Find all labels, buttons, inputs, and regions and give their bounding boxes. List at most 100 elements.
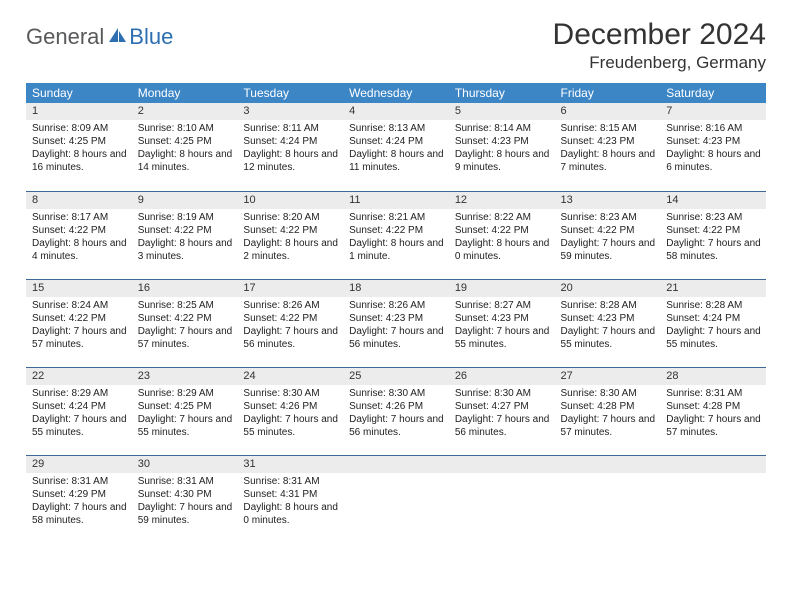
daylight-text: Daylight: 8 hours and 9 minutes. (455, 148, 551, 174)
calendar-cell: 15Sunrise: 8:24 AMSunset: 4:22 PMDayligh… (26, 279, 132, 367)
calendar-cell: 21Sunrise: 8:28 AMSunset: 4:24 PMDayligh… (660, 279, 766, 367)
sunrise-text: Sunrise: 8:21 AM (349, 211, 445, 224)
calendar-page: General Blue December 2024 Freudenberg, … (0, 0, 792, 561)
calendar-cell: 27Sunrise: 8:30 AMSunset: 4:28 PMDayligh… (555, 367, 661, 455)
calendar-cell: 17Sunrise: 8:26 AMSunset: 4:22 PMDayligh… (237, 279, 343, 367)
day-number: 27 (555, 368, 661, 385)
day-number: 10 (237, 192, 343, 209)
sunset-text: Sunset: 4:25 PM (138, 400, 234, 413)
sunset-text: Sunset: 4:24 PM (666, 312, 762, 325)
calendar-cell: 16Sunrise: 8:25 AMSunset: 4:22 PMDayligh… (132, 279, 238, 367)
sunrise-text: Sunrise: 8:29 AM (138, 387, 234, 400)
day-details: Sunrise: 8:31 AMSunset: 4:31 PMDaylight:… (237, 473, 343, 531)
sunset-text: Sunset: 4:22 PM (32, 312, 128, 325)
daylight-text: Daylight: 7 hours and 58 minutes. (32, 501, 128, 527)
sunset-text: Sunset: 4:27 PM (455, 400, 551, 413)
page-title: December 2024 (553, 18, 766, 51)
day-number: 26 (449, 368, 555, 385)
daylight-text: Daylight: 8 hours and 14 minutes. (138, 148, 234, 174)
calendar-cell: 10Sunrise: 8:20 AMSunset: 4:22 PMDayligh… (237, 191, 343, 279)
day-details: Sunrise: 8:14 AMSunset: 4:23 PMDaylight:… (449, 120, 555, 178)
sunrise-text: Sunrise: 8:30 AM (243, 387, 339, 400)
location-label: Freudenberg, Germany (553, 53, 766, 73)
daylight-text: Daylight: 8 hours and 16 minutes. (32, 148, 128, 174)
day-number: 24 (237, 368, 343, 385)
sunrise-text: Sunrise: 8:27 AM (455, 299, 551, 312)
sunrise-text: Sunrise: 8:31 AM (32, 475, 128, 488)
day-number: 25 (343, 368, 449, 385)
daylight-text: Daylight: 8 hours and 3 minutes. (138, 237, 234, 263)
sunset-text: Sunset: 4:22 PM (32, 224, 128, 237)
calendar-cell: 1Sunrise: 8:09 AMSunset: 4:25 PMDaylight… (26, 103, 132, 191)
daylight-text: Daylight: 8 hours and 1 minute. (349, 237, 445, 263)
logo-text-general: General (26, 24, 104, 50)
sunrise-text: Sunrise: 8:16 AM (666, 122, 762, 135)
calendar-cell: 8Sunrise: 8:17 AMSunset: 4:22 PMDaylight… (26, 191, 132, 279)
sunset-text: Sunset: 4:28 PM (666, 400, 762, 413)
daylight-text: Daylight: 7 hours and 55 minutes. (455, 325, 551, 351)
weekday-header: Wednesday (343, 83, 449, 103)
calendar-cell: 6Sunrise: 8:15 AMSunset: 4:23 PMDaylight… (555, 103, 661, 191)
day-number: 2 (132, 103, 238, 120)
sunrise-text: Sunrise: 8:31 AM (243, 475, 339, 488)
sunset-text: Sunset: 4:25 PM (32, 135, 128, 148)
weekday-header: Monday (132, 83, 238, 103)
daylight-text: Daylight: 8 hours and 6 minutes. (666, 148, 762, 174)
sail-icon (107, 26, 127, 44)
sunset-text: Sunset: 4:31 PM (243, 488, 339, 501)
sunset-text: Sunset: 4:24 PM (349, 135, 445, 148)
day-number: 6 (555, 103, 661, 120)
day-number: 14 (660, 192, 766, 209)
calendar-cell: 22Sunrise: 8:29 AMSunset: 4:24 PMDayligh… (26, 367, 132, 455)
sunrise-text: Sunrise: 8:30 AM (561, 387, 657, 400)
calendar-cell: 26Sunrise: 8:30 AMSunset: 4:27 PMDayligh… (449, 367, 555, 455)
calendar-cell: 28Sunrise: 8:31 AMSunset: 4:28 PMDayligh… (660, 367, 766, 455)
day-details: Sunrise: 8:30 AMSunset: 4:26 PMDaylight:… (343, 385, 449, 443)
calendar-cell: 19Sunrise: 8:27 AMSunset: 4:23 PMDayligh… (449, 279, 555, 367)
daylight-text: Daylight: 7 hours and 56 minutes. (349, 325, 445, 351)
sunset-text: Sunset: 4:24 PM (32, 400, 128, 413)
day-details: Sunrise: 8:19 AMSunset: 4:22 PMDaylight:… (132, 209, 238, 267)
day-details: Sunrise: 8:21 AMSunset: 4:22 PMDaylight:… (343, 209, 449, 267)
day-details: Sunrise: 8:29 AMSunset: 4:25 PMDaylight:… (132, 385, 238, 443)
sunrise-text: Sunrise: 8:19 AM (138, 211, 234, 224)
daylight-text: Daylight: 7 hours and 55 minutes. (243, 413, 339, 439)
calendar-cell (343, 455, 449, 543)
day-number: 17 (237, 280, 343, 297)
sunset-text: Sunset: 4:22 PM (138, 312, 234, 325)
calendar-row: 22Sunrise: 8:29 AMSunset: 4:24 PMDayligh… (26, 367, 766, 455)
calendar-cell: 3Sunrise: 8:11 AMSunset: 4:24 PMDaylight… (237, 103, 343, 191)
day-details: Sunrise: 8:31 AMSunset: 4:29 PMDaylight:… (26, 473, 132, 531)
day-number: 20 (555, 280, 661, 297)
daylight-text: Daylight: 8 hours and 4 minutes. (32, 237, 128, 263)
day-details: Sunrise: 8:28 AMSunset: 4:24 PMDaylight:… (660, 297, 766, 355)
sunset-text: Sunset: 4:22 PM (138, 224, 234, 237)
daylight-text: Daylight: 8 hours and 0 minutes. (455, 237, 551, 263)
sunrise-text: Sunrise: 8:09 AM (32, 122, 128, 135)
daylight-text: Daylight: 7 hours and 59 minutes. (561, 237, 657, 263)
day-number: 19 (449, 280, 555, 297)
calendar-table: Sunday Monday Tuesday Wednesday Thursday… (26, 83, 766, 543)
day-details: Sunrise: 8:25 AMSunset: 4:22 PMDaylight:… (132, 297, 238, 355)
day-details: Sunrise: 8:29 AMSunset: 4:24 PMDaylight:… (26, 385, 132, 443)
day-details: Sunrise: 8:09 AMSunset: 4:25 PMDaylight:… (26, 120, 132, 178)
day-details: Sunrise: 8:30 AMSunset: 4:26 PMDaylight:… (237, 385, 343, 443)
calendar-cell: 2Sunrise: 8:10 AMSunset: 4:25 PMDaylight… (132, 103, 238, 191)
day-number: 13 (555, 192, 661, 209)
day-details: Sunrise: 8:17 AMSunset: 4:22 PMDaylight:… (26, 209, 132, 267)
sunrise-text: Sunrise: 8:14 AM (455, 122, 551, 135)
daylight-text: Daylight: 7 hours and 57 minutes. (666, 413, 762, 439)
daylight-text: Daylight: 7 hours and 57 minutes. (561, 413, 657, 439)
sunset-text: Sunset: 4:23 PM (666, 135, 762, 148)
sunrise-text: Sunrise: 8:22 AM (455, 211, 551, 224)
day-number: 8 (26, 192, 132, 209)
day-details: Sunrise: 8:11 AMSunset: 4:24 PMDaylight:… (237, 120, 343, 178)
day-number-empty (660, 456, 766, 473)
sunrise-text: Sunrise: 8:20 AM (243, 211, 339, 224)
sunrise-text: Sunrise: 8:11 AM (243, 122, 339, 135)
day-number: 5 (449, 103, 555, 120)
sunrise-text: Sunrise: 8:30 AM (349, 387, 445, 400)
sunrise-text: Sunrise: 8:31 AM (666, 387, 762, 400)
daylight-text: Daylight: 7 hours and 56 minutes. (455, 413, 551, 439)
sunset-text: Sunset: 4:23 PM (561, 312, 657, 325)
